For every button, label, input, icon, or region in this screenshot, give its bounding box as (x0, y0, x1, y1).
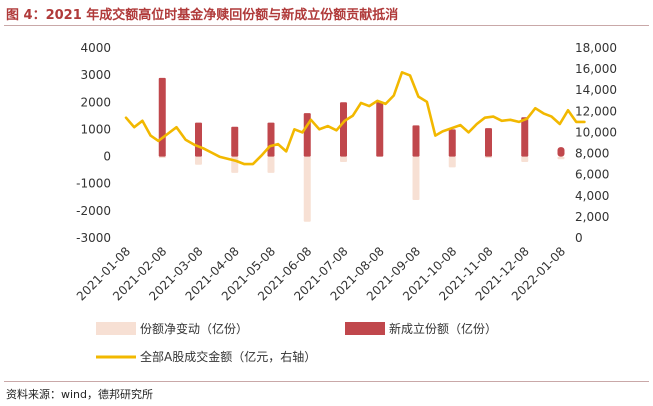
new-issue-bar (231, 126, 239, 157)
left-axis-tick-label: 2000 (80, 95, 111, 109)
title-rule (4, 25, 649, 26)
right-axis-tick-label: 2,000 (575, 210, 609, 224)
left-axis-tick-label: -3000 (76, 231, 111, 245)
legend-label-new-issue: 新成立份额（亿份） (389, 321, 497, 336)
new-issue-bar (412, 125, 420, 157)
net-change-bar (340, 156, 347, 162)
footer-rule (4, 381, 649, 382)
net-change-bar (158, 156, 166, 158)
left-axis-tick-label: 3000 (80, 68, 111, 82)
left-axis-tick-label: 4000 (80, 41, 111, 55)
right-axis-tick-label: 4,000 (575, 189, 609, 203)
new-issue-bar (485, 128, 492, 157)
legend-swatch-net-change (96, 322, 136, 335)
legend: 份额净变动（亿份） 新成立份额（亿份） 全部A股成交金额（亿元，右轴） (96, 321, 497, 364)
left-axis-tick-label: 0 (103, 150, 111, 164)
right-axis-tick-label: 18,000 (575, 41, 617, 55)
right-axis-tick-label: 12,000 (575, 104, 617, 118)
net-change-bar (195, 156, 202, 165)
x-axis-ticks: 2021-01-082021-02-082021-03-082021-04-08… (74, 244, 568, 303)
left-axis-tick-label: 1000 (80, 122, 111, 136)
new-issue-bar (267, 122, 275, 157)
right-axis-tick-label: 8,000 (575, 147, 609, 161)
right-axis-tick-label: 0 (575, 231, 583, 245)
left-axis-tick-label: -2000 (76, 204, 111, 218)
new-issue-bar (158, 77, 166, 157)
right-axis-tick-label: 16,000 (575, 62, 617, 76)
net-change-bar (485, 156, 492, 158)
net-change-bar (448, 156, 456, 168)
legend-label-net-change: 份额净变动（亿份） (140, 321, 248, 336)
net-change-bar (557, 156, 565, 160)
new-issue-bars (158, 77, 565, 157)
new-issue-bar (521, 117, 529, 157)
right-axis-tick-label: 14,000 (575, 83, 617, 97)
new-issue-bar (448, 129, 456, 157)
right-axis-ticks: 18,000 16,000 14,000 12,000 10,000 8,000 6,000… (575, 41, 617, 245)
left-axis-ticks: 4000 3000 2000 1000 0 -1000 -2000 -3000 (76, 41, 111, 245)
net-change-bar (412, 156, 420, 200)
net-change-bars (158, 156, 565, 222)
left-axis-tick-label: -1000 (76, 177, 111, 191)
new-issue-bar (340, 102, 347, 157)
new-issue-bar (557, 147, 565, 157)
new-issue-bar (195, 122, 202, 157)
net-change-bar (521, 156, 529, 162)
net-change-bar (303, 156, 311, 222)
turnover-line (124, 70, 586, 166)
source-note: 资料来源：wind，德邦研究所 (6, 388, 154, 401)
net-change-bar (267, 156, 275, 173)
figure-title: 图 4：2021 年成交额高位时基金净赎回份额与新成立份额贡献抵消 (6, 8, 399, 23)
right-axis-tick-label: 6,000 (575, 168, 609, 182)
legend-swatch-new-issue (345, 322, 385, 335)
new-issue-bar (376, 102, 384, 157)
turnover-line-group (124, 70, 586, 166)
right-axis-tick-label: 10,000 (575, 125, 617, 139)
legend-label-turnover: 全部A股成交金额（亿元，右轴） (140, 349, 316, 364)
